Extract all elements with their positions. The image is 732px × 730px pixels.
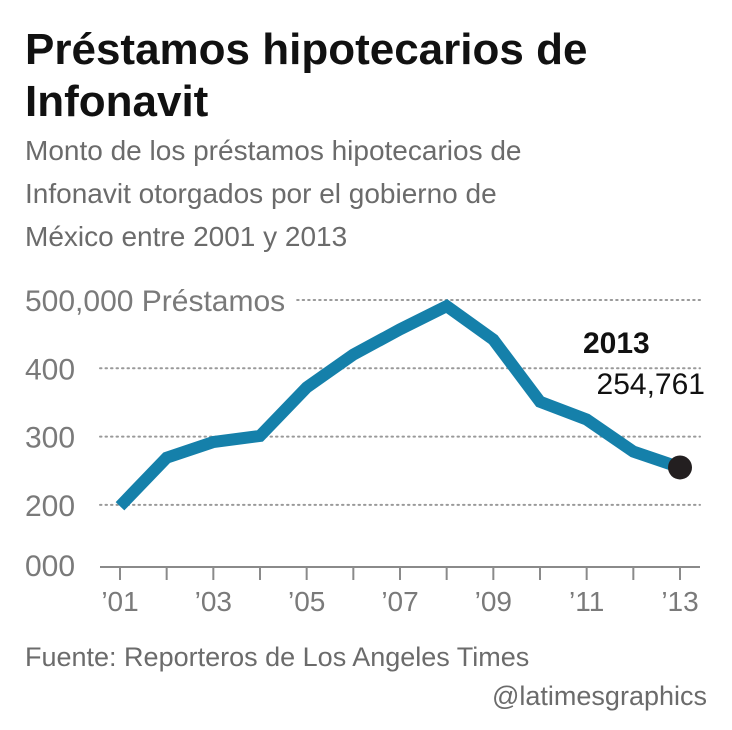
y-tick-label: 200 [25, 490, 75, 523]
x-tick-label: ’13 [661, 586, 698, 617]
y-tick-label: 300 [25, 422, 75, 455]
chart-title: Infonavit [25, 77, 209, 126]
series-line [115, 299, 682, 511]
x-tick-label: ’11 [569, 586, 604, 617]
x-tick-label: ’09 [475, 586, 512, 617]
chart-subtitle: México entre 2001 y 2013 [25, 221, 347, 252]
value-label: 254,761 [597, 368, 705, 401]
annotation: 2013 [583, 327, 650, 360]
x-tick-label: ’07 [381, 586, 418, 617]
x-tick-label: ’01 [101, 586, 138, 617]
x-tick-label: ’05 [288, 586, 325, 617]
y-tick-label: 500,000 Préstamos [25, 285, 285, 318]
chart-title: Préstamos hipotecarios de [25, 25, 587, 74]
y-tick-label: 400 [25, 353, 75, 386]
baseline-label: 000 [25, 550, 75, 583]
end-marker [668, 455, 692, 480]
chart-subtitle: Monto de los préstamos hipotecarios de [25, 135, 522, 166]
credit: @latimesgraphics [492, 681, 707, 711]
x-tick-label: ’03 [195, 586, 232, 617]
source: Fuente: Reporteros de Los Angeles Times [25, 642, 529, 672]
chart-subtitle: Infonavit otorgados por el gobierno de [25, 178, 497, 209]
